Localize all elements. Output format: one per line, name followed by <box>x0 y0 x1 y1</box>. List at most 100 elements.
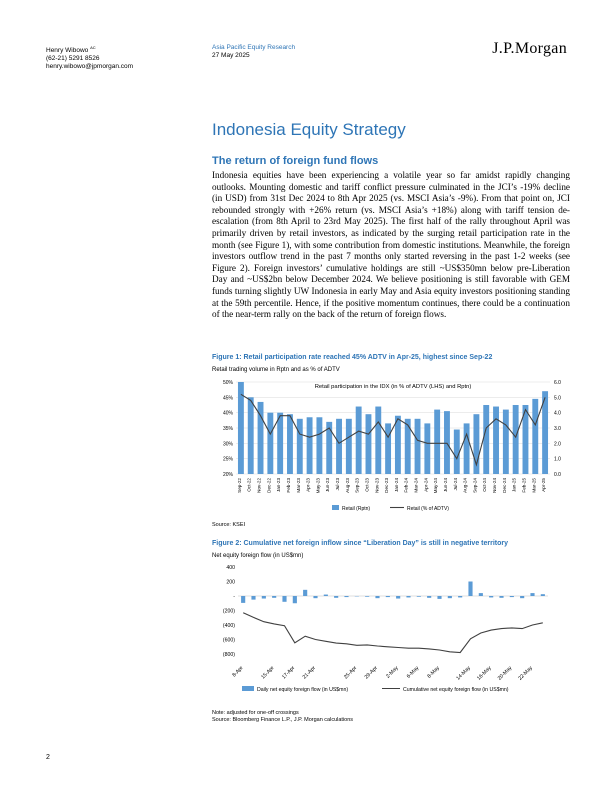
bar-retail-rptn <box>502 409 509 474</box>
bar-daily-flow <box>447 596 452 599</box>
figure1-subtitle: Retail trading volume in Rptn and as % o… <box>212 367 340 373</box>
bar-daily-flow <box>261 596 266 599</box>
bar-retail-rptn <box>237 382 244 474</box>
bar-daily-flow <box>416 596 421 597</box>
y-tick: (400) <box>223 623 235 629</box>
page-number: 2 <box>46 754 50 761</box>
y-tick-left: 40% <box>223 411 234 417</box>
author-email[interactable]: henry.wibowo@jpmorgan.com <box>46 63 134 71</box>
bar-daily-flow <box>509 596 514 598</box>
bar-daily-flow <box>437 596 442 599</box>
y-tick: 200 <box>226 580 235 586</box>
x-tick-label: May-23 <box>315 478 320 494</box>
bar-retail-rptn <box>414 418 421 474</box>
x-tick-label: 20-May <box>497 665 514 682</box>
y-tick-right: 2.0 <box>554 441 561 447</box>
y-tick: - <box>233 594 235 600</box>
y-tick-right: 5.0 <box>554 395 561 401</box>
x-tick-label: Jul-23 <box>335 478 340 491</box>
bar-daily-flow <box>251 596 256 600</box>
bar-retail-rptn <box>316 417 323 474</box>
bar-retail-rptn <box>463 423 470 474</box>
x-tick-label: Jan-25 <box>512 478 517 492</box>
bar-daily-flow <box>499 596 504 598</box>
line-retail-pct-adtv <box>240 393 546 467</box>
note-line: Note: adjusted for one-off crossings <box>212 710 299 716</box>
figure1-caption: Figure 1: Retail participation rate reac… <box>212 354 493 361</box>
section-heading: The return of foreign fund flows <box>212 155 379 167</box>
figure1-chart: 20% 25% 30% 35% 40% 45% 50% 0.0 1.0 2.0 3.0 4.0 5.0 6… <box>223 380 561 512</box>
author-block: Henry Wibowo AC (62-21) 5291 8526 henry.… <box>46 44 133 71</box>
bar-daily-flow <box>396 596 401 599</box>
bar-daily-flow <box>303 589 308 596</box>
bar-daily-flow <box>272 596 277 598</box>
bar-retail-rptn <box>434 409 441 474</box>
x-tick-label: Aug-23 <box>345 478 350 493</box>
x-tick-label: Oct-22 <box>247 478 252 492</box>
bar-retail-rptn <box>522 405 529 474</box>
y-tick: (800) <box>223 652 235 658</box>
bar-daily-flow <box>375 596 380 599</box>
y-tick: (600) <box>223 638 235 644</box>
bar-retail-rptn <box>424 423 431 474</box>
x-tick-label: Apr-24 <box>423 478 428 492</box>
bar-retail-rptn <box>375 406 382 474</box>
report-date: 27 May 2025 <box>212 52 250 59</box>
x-tick-label: 22-May <box>517 665 534 682</box>
x-tick-label: 2-May <box>385 665 400 680</box>
y-tick-left: 45% <box>223 395 234 401</box>
bar-retail-rptn <box>473 414 480 474</box>
figure-notes: Note: adjusted for one-off crossings Sou… <box>212 710 353 724</box>
page-title: Indonesia Equity Strategy <box>212 120 406 139</box>
y-tick-right: 4.0 <box>554 411 561 417</box>
x-tick-label: 8-Apr <box>231 665 244 678</box>
x-tick-label: 21-Apr <box>302 665 317 680</box>
research-title: Asia Pacific Equity Research <box>212 44 296 51</box>
bar-retail-rptn <box>287 414 293 474</box>
bar-retail-rptn <box>512 405 519 474</box>
legend-label: Retail (% of ADTV) <box>407 506 449 512</box>
x-tick-label: Dec-24 <box>502 478 507 493</box>
research-block: Asia Pacific Equity Research 27 May 2025 <box>212 44 295 60</box>
legend-swatch-bar <box>242 686 254 691</box>
x-tick-label: 15-Apr <box>260 665 275 680</box>
x-tick-label: Jun-24 <box>443 478 448 492</box>
x-tick-label: 17-Apr <box>281 665 296 680</box>
figure2-caption: Figure 2: Cumulative net foreign inflow … <box>212 540 508 547</box>
bar-retail-rptn <box>336 418 342 474</box>
x-tick-label: 8-May <box>426 665 441 680</box>
bar-retail-rptn <box>257 401 264 474</box>
x-tick-label: 14-May <box>455 665 472 682</box>
bar-daily-flow <box>241 596 246 603</box>
x-tick-label: 25-Apr <box>343 665 358 680</box>
y-tick-left: 35% <box>223 426 234 432</box>
x-tick-label: Sep-22 <box>237 478 242 493</box>
x-tick-label: Mar-23 <box>296 478 301 493</box>
bar-daily-flow <box>540 594 545 596</box>
figure2-subtitle: Net equity foreign flow (in US$mn) <box>212 553 304 559</box>
bar-retail-rptn <box>444 411 450 474</box>
bar-daily-flow <box>427 596 432 598</box>
bar-daily-flow <box>489 596 494 598</box>
bar-daily-flow <box>406 596 411 598</box>
bar-retail-rptn <box>306 417 313 474</box>
x-tick-label: Jun-23 <box>325 478 330 492</box>
author-name: Henry Wibowo <box>46 47 89 55</box>
x-tick-label: Jan-24 <box>394 478 399 492</box>
x-tick-label: Aug-24 <box>463 478 468 493</box>
bar-daily-flow <box>365 596 370 597</box>
y-tick-right: 1.0 <box>554 457 561 463</box>
x-tick-label: Oct-24 <box>482 478 487 492</box>
bar-retail-rptn <box>277 412 284 474</box>
bar-retail-rptn <box>247 397 254 474</box>
y-tick-right: 0.0 <box>554 472 561 478</box>
y-tick-left: 25% <box>223 457 234 463</box>
figure1-source: Source: KSEI <box>212 522 246 528</box>
bar-retail-rptn <box>483 405 490 474</box>
x-tick-label: Jan-23 <box>276 478 281 492</box>
legend-label: Cumulative net equity foreign flow (in U… <box>403 687 509 693</box>
bar-daily-flow <box>458 596 463 598</box>
x-tick-label: Dec-22 <box>266 478 271 493</box>
x-tick-label: Feb-25 <box>521 478 526 493</box>
y-tick: 400 <box>226 565 235 571</box>
